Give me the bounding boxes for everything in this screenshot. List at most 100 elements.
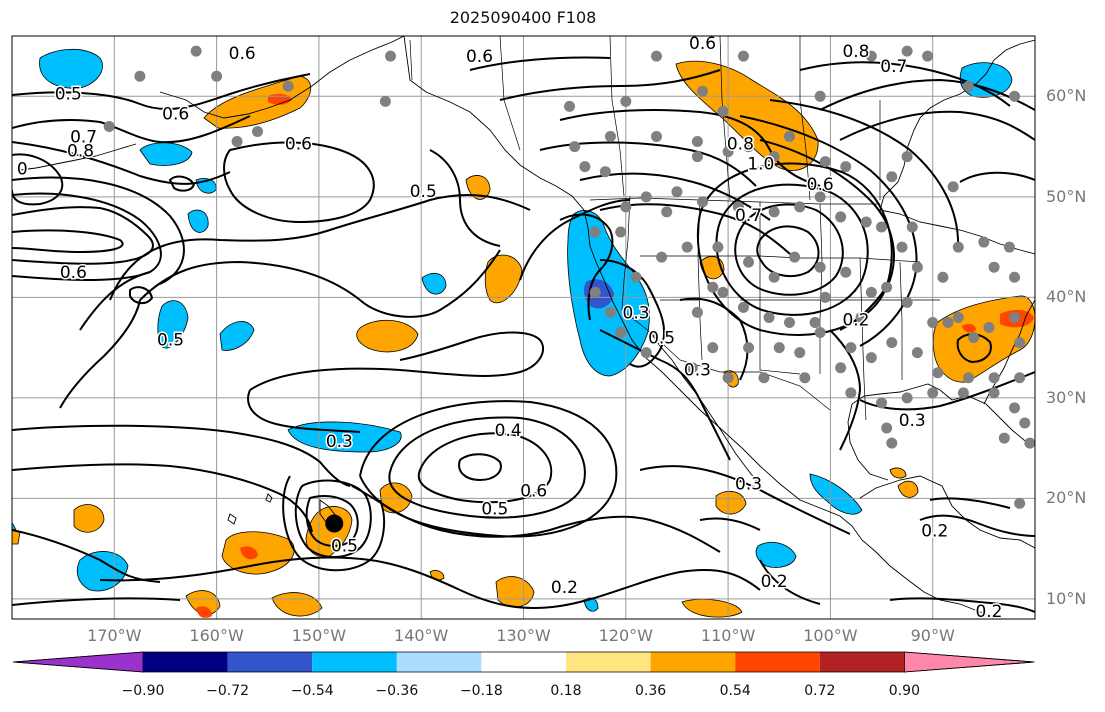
station-dot <box>707 342 719 354</box>
colorbar-tick-label: 0.18 <box>550 683 582 699</box>
station-dot <box>620 95 632 107</box>
station-dot <box>886 171 898 183</box>
colorbar-segment <box>396 652 482 672</box>
colorbar <box>12 651 1035 673</box>
station-dot <box>911 261 923 273</box>
contour-label: 0.6 <box>466 47 493 67</box>
station-dot <box>932 367 944 379</box>
station-dot <box>650 50 662 62</box>
contour-label: 0.6 <box>689 34 716 54</box>
patch-positive <box>271 592 323 617</box>
colorbar-tick-label: 0.36 <box>635 683 667 699</box>
station-dot <box>860 216 872 228</box>
contour-label: 0.8 <box>727 135 754 155</box>
station-dot <box>737 50 749 62</box>
station-dot <box>564 100 576 112</box>
station-dot <box>840 161 852 173</box>
colorbar-extend-max <box>904 651 1035 673</box>
contour-label: 0.8 <box>842 42 869 62</box>
station-dot <box>697 85 709 97</box>
station-dot <box>922 50 934 62</box>
station-dot <box>1009 271 1021 283</box>
graticule <box>12 36 1035 619</box>
lon-label: 160°W <box>189 626 244 645</box>
station-dot <box>768 151 780 163</box>
station-dot <box>604 131 616 143</box>
station-dot <box>783 131 795 143</box>
patch-negative <box>187 209 209 233</box>
colorbar-segment <box>312 652 397 672</box>
station-dot <box>717 286 729 298</box>
station-dot <box>579 161 591 173</box>
colorbar-tick-label: −0.90 <box>121 683 165 699</box>
station-dot <box>855 311 867 323</box>
patch-positive <box>203 75 311 129</box>
station-dot <box>1014 337 1026 349</box>
station-dot <box>952 241 964 253</box>
station-dot <box>231 136 243 148</box>
station-dot <box>988 261 1000 273</box>
contour-label: 0.7 <box>735 206 762 226</box>
lon-label: 90°W <box>910 626 955 645</box>
lat-label: 10°N <box>1046 588 1087 608</box>
station-dot <box>656 251 668 263</box>
contour-label: 0.6 <box>229 44 256 64</box>
patch-negative <box>157 300 189 349</box>
contour-label: 0.3 <box>326 432 353 452</box>
colorbar-segment <box>650 652 736 672</box>
station-dot <box>640 191 652 203</box>
station-dot <box>768 206 780 218</box>
station-dot <box>814 90 826 102</box>
lat-label: 20°N <box>1046 488 1087 508</box>
station-dot <box>783 316 795 328</box>
contour-label: 0.5 <box>481 499 508 519</box>
station-dot <box>589 226 601 238</box>
patch-negative <box>959 62 1013 98</box>
storm-center-marker <box>325 514 344 533</box>
colorbar-outline <box>12 651 1035 673</box>
station-dot <box>743 141 755 153</box>
patch-negative <box>39 48 103 89</box>
station-dot <box>901 151 913 163</box>
station-dot <box>707 281 719 293</box>
patch-positive <box>897 480 919 498</box>
station-dot <box>789 251 801 263</box>
patch-negative <box>139 142 193 166</box>
station-dot <box>1040 61 1051 72</box>
station-dot <box>1014 372 1026 384</box>
station-dot <box>379 95 391 107</box>
station-dot <box>794 347 806 359</box>
station-dot <box>686 362 698 374</box>
political-borders <box>409 36 940 421</box>
contour-label: 0.6 <box>520 481 547 501</box>
patch-positive <box>185 590 221 615</box>
station-dot <box>881 281 893 293</box>
station-dot <box>901 392 913 404</box>
colorbar-segment <box>819 652 905 672</box>
station-dot <box>901 296 913 308</box>
contour-label: 0.3 <box>735 474 762 494</box>
station-dot <box>650 131 662 143</box>
station-dot <box>589 286 601 298</box>
contour-label: 0.6 <box>162 104 189 124</box>
patch-positive-core <box>240 546 258 560</box>
station-dot <box>1009 311 1021 323</box>
station-dot <box>865 352 877 364</box>
contour-label: 0.3 <box>623 303 650 323</box>
station-dot <box>385 50 397 62</box>
station-dot <box>697 196 709 208</box>
station-dot <box>927 316 939 328</box>
station-dot <box>845 387 857 399</box>
coastlines <box>19 36 1035 619</box>
station-dot <box>814 261 826 273</box>
station-dot <box>998 432 1010 444</box>
station-dot <box>983 322 995 333</box>
station-dot <box>881 422 893 434</box>
map-plot-area: 0.50.60.70.800.60.60.50.60.50.30.50.30.3… <box>12 34 1051 619</box>
lon-label: 170°W <box>87 626 142 645</box>
station-dot <box>901 45 913 57</box>
station-dot <box>615 226 627 238</box>
station-dot <box>876 221 888 233</box>
station-dot <box>691 306 703 318</box>
station-dot <box>942 316 954 328</box>
